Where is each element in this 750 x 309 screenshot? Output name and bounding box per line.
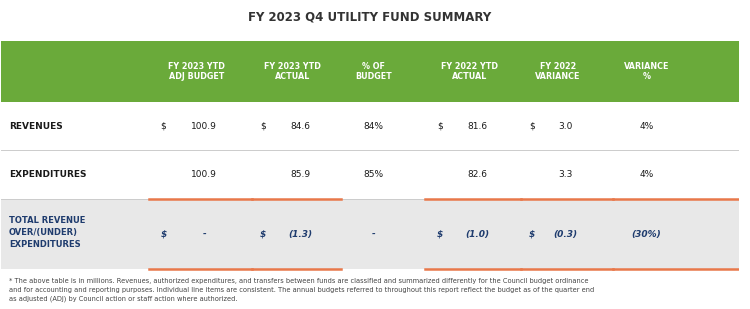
FancyBboxPatch shape — [2, 41, 739, 102]
Text: FY 2022
VARIANCE: FY 2022 VARIANCE — [536, 61, 580, 81]
Text: -: - — [372, 230, 376, 239]
Text: $: $ — [437, 121, 443, 131]
Text: 100.9: 100.9 — [191, 170, 217, 179]
Text: FY 2023 YTD
ACTUAL: FY 2023 YTD ACTUAL — [264, 61, 321, 81]
FancyBboxPatch shape — [2, 199, 739, 269]
Text: $: $ — [437, 230, 443, 239]
Text: * The above table is in millions. Revenues, authorized expenditures, and transfe: * The above table is in millions. Revenu… — [9, 278, 594, 302]
Text: 85%: 85% — [364, 170, 384, 179]
Text: $: $ — [260, 121, 266, 131]
Text: FY 2023 YTD
ADJ BUDGET: FY 2023 YTD ADJ BUDGET — [168, 61, 225, 81]
Text: 82.6: 82.6 — [467, 170, 487, 179]
Text: REVENUES: REVENUES — [9, 121, 62, 131]
Text: FY 2022 YTD
ACTUAL: FY 2022 YTD ACTUAL — [441, 61, 498, 81]
Text: (0.3): (0.3) — [554, 230, 578, 239]
Text: 85.9: 85.9 — [290, 170, 310, 179]
Text: (1.0): (1.0) — [465, 230, 489, 239]
Text: 100.9: 100.9 — [191, 121, 217, 131]
Text: TOTAL REVENUE
OVER/(UNDER)
EXPENDITURES: TOTAL REVENUE OVER/(UNDER) EXPENDITURES — [9, 216, 86, 249]
Text: % OF
BUDGET: % OF BUDGET — [356, 61, 392, 81]
Text: EXPENDITURES: EXPENDITURES — [9, 170, 86, 179]
Text: $: $ — [160, 121, 166, 131]
Text: 4%: 4% — [640, 121, 654, 131]
Text: $: $ — [530, 121, 536, 131]
Text: FY 2023 Q4 UTILITY FUND SUMMARY: FY 2023 Q4 UTILITY FUND SUMMARY — [248, 11, 492, 23]
Text: (1.3): (1.3) — [288, 230, 312, 239]
Text: 84%: 84% — [364, 121, 384, 131]
Text: 84.6: 84.6 — [290, 121, 310, 131]
Text: 3.0: 3.0 — [558, 121, 573, 131]
Text: $: $ — [260, 230, 266, 239]
Text: 81.6: 81.6 — [467, 121, 487, 131]
Text: VARIANCE
%: VARIANCE % — [624, 61, 669, 81]
Text: (30%): (30%) — [632, 230, 662, 239]
Text: -: - — [202, 230, 206, 239]
Text: $: $ — [160, 230, 166, 239]
Text: 3.3: 3.3 — [558, 170, 573, 179]
Text: 4%: 4% — [640, 170, 654, 179]
Text: $: $ — [530, 230, 536, 239]
